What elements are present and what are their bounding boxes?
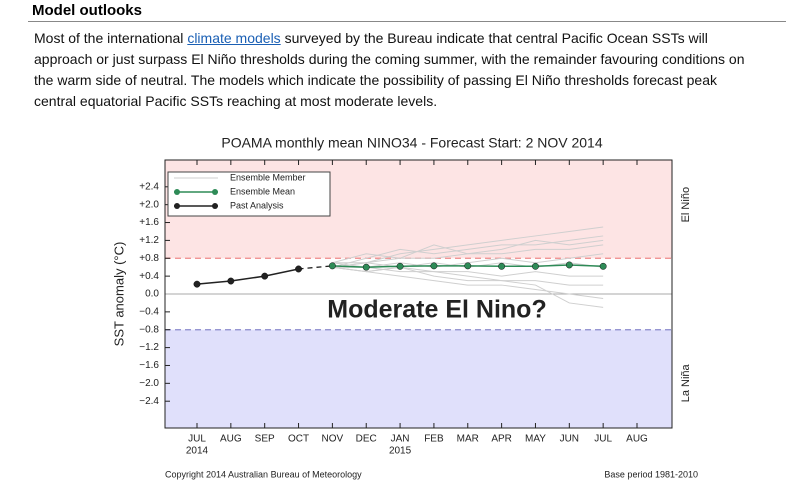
x-tick-label: MAY (525, 434, 546, 445)
link[interactable]: climate models (187, 30, 281, 46)
x-tick-label: AUG (220, 434, 242, 445)
legend-label: Past Analysis (230, 200, 284, 210)
footer-right: Base period 1981-2010 (604, 469, 698, 479)
y-axis-label: SST anomaly (°C) (111, 242, 126, 347)
y-tick-label: −1.2 (139, 342, 159, 353)
point (396, 262, 404, 270)
ensemble-member (332, 266, 604, 299)
y-tick-label: +1.6 (139, 217, 159, 228)
text: Most of the international (34, 30, 188, 46)
ensemble-member (332, 262, 604, 286)
y-tick-label: −2.0 (139, 378, 159, 389)
y-tick-label: −2.4 (139, 396, 159, 407)
ensemble-member (332, 226, 604, 268)
ensemble-member (332, 239, 604, 264)
point (464, 262, 472, 270)
x-tick-label: DEC (356, 434, 377, 445)
x-tick-label: OCT (288, 434, 309, 445)
point (193, 280, 201, 288)
plot-frame (164, 159, 673, 429)
y-tick-label: +0.8 (139, 253, 159, 264)
y-tick-label: −1.6 (139, 360, 159, 371)
x-tick-label: AUG (626, 434, 648, 445)
point (227, 277, 235, 285)
y-tick-label: −0.4 (139, 307, 159, 318)
legend-label: Ensemble Member (230, 172, 306, 182)
point (328, 262, 336, 270)
ensemble-member (332, 266, 604, 308)
x-tick-label: SEP (255, 434, 275, 445)
region-label: La Niña (680, 363, 692, 402)
x-tick-label: JUL (188, 434, 206, 445)
y-tick-label: 0.0 (145, 289, 159, 300)
point (565, 261, 573, 269)
x-tick-label: JUL (594, 434, 612, 445)
rule (28, 21, 786, 22)
x-tick-label: MAR (457, 434, 479, 445)
heading: Model outlooks (32, 2, 142, 19)
point (295, 265, 302, 273)
connector (298, 265, 333, 270)
la-nina-region (165, 329, 672, 428)
point (498, 262, 506, 270)
x-tick-label: APR (491, 434, 512, 445)
x-tick-label: JAN (391, 434, 410, 445)
y-tick-label: +1.2 (139, 235, 159, 246)
chart-title: POAMA monthly mean NINO34 - Forecast Sta… (221, 135, 602, 151)
annotation: Moderate El Nino? (327, 296, 546, 324)
point (362, 263, 370, 271)
legend-label: Ensemble Mean (230, 186, 295, 196)
footer-left: Copyright 2014 Australian Bureau of Mete… (165, 469, 362, 479)
legend-box (167, 171, 331, 217)
paragraph-line: Most of the international climate models… (34, 30, 708, 46)
point (261, 272, 269, 280)
legend-dot (174, 189, 180, 195)
y-tick-label: −0.8 (139, 324, 159, 335)
legend-dot (212, 203, 218, 209)
paragraph-line: the warm side of neutral. The models whi… (34, 72, 717, 88)
x-tick-label: FEB (424, 434, 444, 445)
paragraph-line: central equatorial Pacific SSTs reaching… (34, 93, 438, 109)
legend-dot (212, 189, 218, 195)
y-tick-label: +0.4 (139, 271, 159, 282)
y-tick-label: +2.4 (139, 181, 159, 192)
series-line (196, 268, 299, 285)
point (599, 262, 607, 270)
y-tick-label: +2.0 (139, 199, 159, 210)
text: surveyed by the Bureau indicate that cen… (280, 30, 708, 46)
point (532, 262, 539, 270)
legend-dot (174, 203, 180, 209)
region-label: El Niño (680, 187, 692, 222)
x-tick-label: JUN (560, 434, 579, 445)
point (430, 262, 438, 270)
x-tick-label: NOV (322, 434, 344, 445)
x-year-label: 2015 (389, 446, 412, 457)
x-year-label: 2014 (186, 446, 209, 457)
paragraph-line: approach or just surpass El Niño thresho… (34, 51, 745, 67)
